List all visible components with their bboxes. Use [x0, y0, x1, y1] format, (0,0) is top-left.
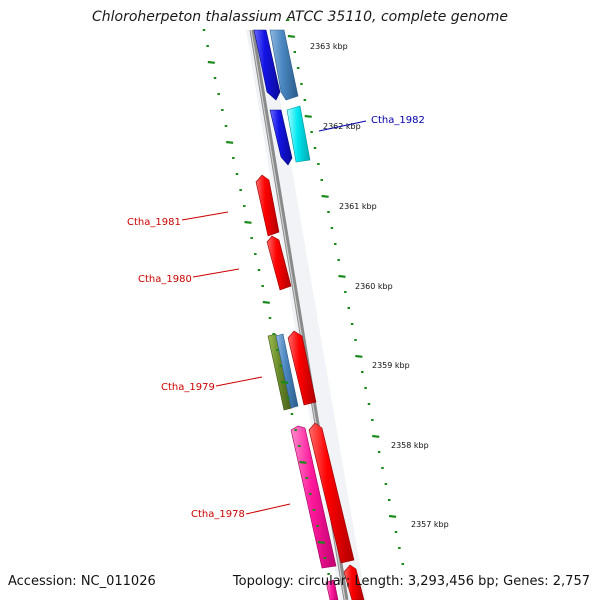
gene-blue-mid[interactable] — [269, 109, 293, 166]
accession-text: Accession: NC_011026 — [8, 574, 156, 589]
inner-major-tick — [299, 460, 307, 464]
outer-major-tick — [287, 34, 295, 38]
outer-major-tick — [304, 114, 312, 118]
outer-scale-ticks — [286, 19, 404, 565]
tick-label-2361: 2361 kbp — [339, 202, 377, 211]
gene-steelblue-top[interactable] — [269, 29, 299, 101]
gene-red-outer-1979[interactable] — [287, 330, 317, 406]
gene-label-ctha-1978[interactable]: Ctha_1978 — [191, 509, 245, 520]
tick-label-2360: 2360 kbp — [355, 282, 393, 291]
gene-ctha-1980[interactable] — [266, 235, 292, 291]
leader-ctha-1982 — [318, 120, 367, 132]
inner-major-tick — [317, 540, 325, 544]
gene-pink-bottom[interactable] — [325, 579, 339, 600]
inner-major-tick — [207, 60, 215, 64]
leader-ctha-1979 — [215, 376, 263, 387]
outer-major-tick — [338, 274, 346, 278]
tick-label-2358: 2358 kbp — [391, 441, 429, 450]
gene-label-ctha-1979[interactable]: Ctha_1979 — [161, 382, 215, 393]
gene-steelblue-1979[interactable] — [275, 333, 299, 409]
gene-red-bottom[interactable] — [343, 564, 365, 600]
gene-label-ctha-1981[interactable]: Ctha_1981 — [127, 217, 181, 228]
gene-label-ctha-1982[interactable]: Ctha_1982 — [371, 115, 425, 126]
inner-major-tick — [244, 220, 252, 224]
gene-ctha-1982[interactable] — [286, 105, 311, 163]
outer-major-tick — [355, 354, 363, 358]
tick-label-2359: 2359 kbp — [372, 361, 410, 370]
gene-blue-outer-top[interactable] — [253, 29, 281, 101]
inner-scale-ticks — [202, 29, 330, 575]
gene-ctha-1981[interactable] — [255, 174, 280, 237]
tick-label-2363: 2363 kbp — [310, 42, 348, 51]
gene-red-outer-1978[interactable] — [308, 422, 355, 564]
leader-ctha-1980 — [192, 268, 240, 278]
gene-label-ctha-1980[interactable]: Ctha_1980 — [138, 274, 192, 285]
outer-major-tick — [388, 514, 397, 518]
leader-ctha-1978 — [245, 503, 291, 515]
inner-major-tick — [262, 300, 270, 304]
inner-major-tick — [281, 380, 289, 384]
genome-summary-text: Topology: circular; Length: 3,293,456 bp… — [232, 574, 590, 589]
outer-major-tick — [372, 434, 380, 438]
outer-major-tick — [321, 194, 329, 198]
map-title: Chloroherpeton thalassium ATCC 35110, co… — [92, 9, 508, 25]
inner-major-tick — [226, 140, 234, 144]
tick-label-2357: 2357 kbp — [411, 520, 449, 529]
leader-ctha-1981 — [181, 211, 229, 221]
